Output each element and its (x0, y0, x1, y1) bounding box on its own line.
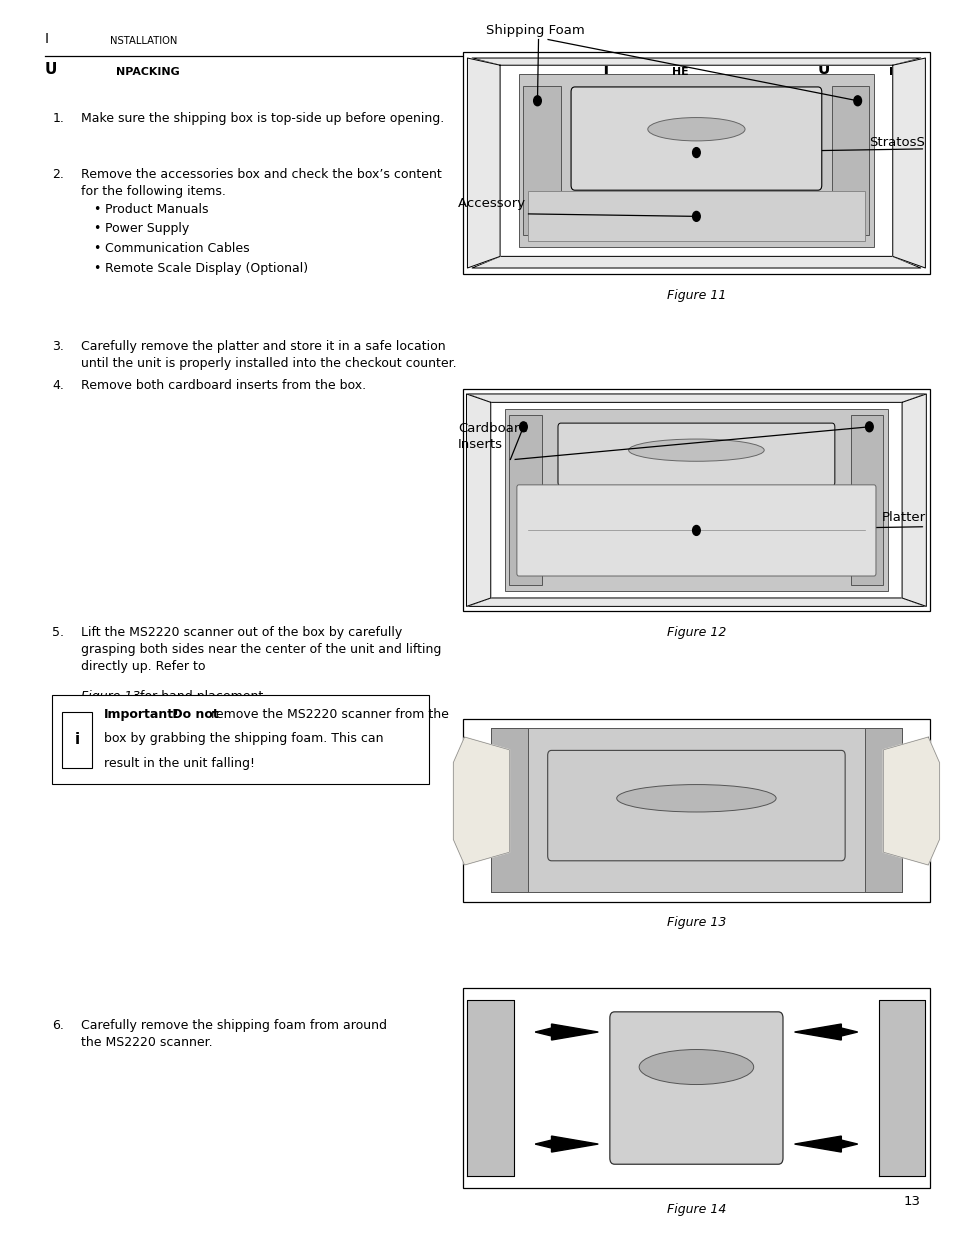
Circle shape (692, 526, 700, 536)
Polygon shape (467, 58, 499, 268)
Circle shape (853, 96, 861, 106)
Bar (52, 695, 429, 784)
Text: Remote Scale Display (Optional): Remote Scale Display (Optional) (105, 262, 308, 275)
Text: Communication Cables: Communication Cables (105, 242, 250, 256)
Bar (509, 415, 541, 585)
Text: 3.: 3. (52, 340, 64, 353)
Text: Do not: Do not (168, 708, 219, 721)
Ellipse shape (616, 784, 776, 811)
Text: remove the MS2220 scanner from the: remove the MS2220 scanner from the (206, 708, 448, 721)
Text: for hand placement.: for hand placement. (136, 690, 268, 704)
Ellipse shape (628, 438, 763, 461)
Polygon shape (467, 598, 924, 606)
Ellipse shape (639, 1050, 753, 1084)
Text: result in the unit falling!: result in the unit falling! (103, 757, 254, 771)
Bar (62, 711, 91, 767)
Text: Product Manuals: Product Manuals (105, 203, 208, 216)
Bar (528, 191, 863, 241)
Polygon shape (467, 394, 924, 403)
Polygon shape (794, 1024, 857, 1040)
Text: i: i (74, 732, 79, 747)
Text: 4.: 4. (52, 379, 64, 393)
Bar (850, 415, 882, 585)
Text: I: I (45, 32, 49, 46)
Text: T: T (600, 62, 611, 77)
Text: Platter: Platter (881, 511, 924, 524)
Text: •: • (93, 242, 101, 256)
Text: Figure 13: Figure 13 (666, 916, 725, 930)
Text: Cardboard
Inserts: Cardboard Inserts (457, 422, 527, 451)
Text: •: • (93, 262, 101, 275)
Text: Lift the MS2220 scanner out of the box by carefully
grasping both sides near the: Lift the MS2220 scanner out of the box b… (81, 626, 441, 673)
Text: StratosS: StratosS (868, 136, 924, 149)
Text: 5.: 5. (52, 626, 65, 640)
Text: Figure 11: Figure 11 (666, 289, 725, 303)
FancyBboxPatch shape (547, 751, 844, 861)
Text: Figure 14: Figure 14 (666, 1203, 725, 1216)
Bar (462, 719, 929, 902)
Circle shape (533, 96, 540, 106)
Bar (490, 727, 902, 893)
Polygon shape (453, 737, 509, 864)
Bar (467, 1000, 514, 1176)
Text: Carefully remove the platter and store it in a safe location
until the unit is p: Carefully remove the platter and store i… (81, 340, 456, 369)
Polygon shape (892, 58, 924, 268)
Circle shape (692, 211, 700, 221)
Bar (831, 86, 868, 235)
FancyBboxPatch shape (558, 424, 834, 487)
Text: Important!: Important! (103, 708, 179, 721)
Text: U: U (817, 62, 829, 77)
Text: Shipping Foam: Shipping Foam (485, 23, 584, 37)
FancyBboxPatch shape (571, 86, 821, 190)
Bar (878, 1000, 924, 1176)
Text: box by grabbing the shipping foam. This can: box by grabbing the shipping foam. This … (103, 732, 382, 746)
Polygon shape (535, 1136, 598, 1152)
Text: 1.: 1. (52, 112, 64, 126)
Bar (863, 727, 902, 893)
Text: •: • (93, 222, 101, 236)
Text: Figure 12: Figure 12 (666, 626, 725, 640)
Polygon shape (902, 394, 925, 606)
Polygon shape (472, 257, 920, 268)
Text: NSTALLATION: NSTALLATION (110, 36, 177, 46)
Polygon shape (794, 1136, 857, 1152)
Ellipse shape (647, 117, 744, 141)
Text: •: • (93, 203, 101, 216)
Text: Accessory Box: Accessory Box (457, 198, 554, 210)
Text: Carefully remove the shipping foam from around
the MS2220 scanner.: Carefully remove the shipping foam from … (81, 1019, 387, 1049)
Text: 2.: 2. (52, 168, 64, 182)
Bar (523, 86, 560, 235)
Bar (504, 409, 887, 592)
Bar (462, 52, 929, 274)
Bar (462, 988, 929, 1188)
FancyBboxPatch shape (517, 485, 875, 576)
Polygon shape (472, 58, 920, 65)
Polygon shape (882, 737, 939, 864)
Text: HE: HE (672, 67, 688, 77)
Text: NPACKING: NPACKING (116, 67, 180, 77)
Text: 13: 13 (902, 1194, 920, 1208)
Text: U: U (45, 62, 57, 77)
Polygon shape (466, 394, 490, 606)
Text: Figure 13: Figure 13 (81, 690, 140, 704)
Circle shape (519, 422, 527, 432)
Text: Remove both cardboard inserts from the box.: Remove both cardboard inserts from the b… (81, 379, 366, 393)
Text: Power Supply: Power Supply (105, 222, 189, 236)
Text: Remove the accessories box and check the box’s content
for the following items.: Remove the accessories box and check the… (81, 168, 441, 198)
Text: NIT: NIT (887, 67, 908, 77)
Text: 6.: 6. (52, 1019, 64, 1032)
Bar (518, 74, 873, 247)
Bar (490, 727, 528, 893)
Text: Make sure the shipping box is top-side up before opening.: Make sure the shipping box is top-side u… (81, 112, 444, 126)
Circle shape (692, 148, 700, 158)
FancyBboxPatch shape (609, 1011, 782, 1165)
Polygon shape (535, 1024, 598, 1040)
Circle shape (864, 422, 872, 432)
Bar (462, 389, 929, 611)
